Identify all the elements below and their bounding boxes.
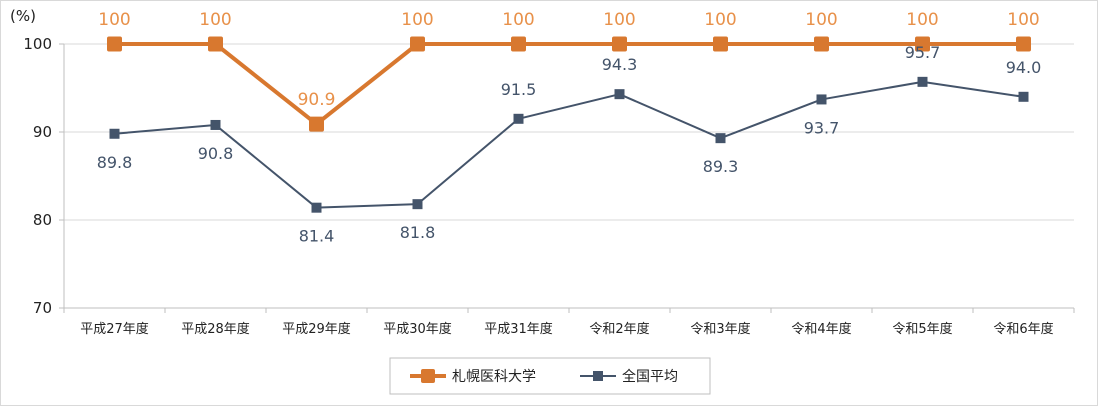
y-tick-label: 100 [23, 35, 52, 53]
data-point-sapporo [208, 36, 223, 52]
data-label-national: 94.0 [1006, 58, 1042, 77]
data-label-national: 93.7 [804, 118, 840, 137]
data-point-sapporo [107, 36, 122, 52]
data-label-national: 94.3 [602, 55, 638, 74]
y-axis-unit-label: (%) [10, 7, 36, 25]
data-label-sapporo: 100 [805, 10, 837, 30]
data-point-national [412, 199, 423, 210]
data-point-sapporo [713, 36, 728, 52]
data-point-sapporo [915, 36, 930, 52]
legend-label-national: 全国平均 [622, 368, 678, 385]
data-point-national [816, 94, 827, 105]
series-layer: 100 100 90.9 100 100 100 100 100 100 100 89.8 90.8 8… [97, 10, 1042, 246]
x-category-label: 平成28年度 [181, 321, 250, 337]
data-point-national [917, 76, 928, 87]
data-label-sapporo: 90.9 [298, 90, 336, 110]
data-point-sapporo [410, 36, 425, 52]
data-label-national: 91.5 [501, 80, 537, 99]
axes [59, 43, 1075, 313]
data-label-sapporo: 100 [98, 10, 130, 30]
data-label-sapporo: 100 [603, 10, 635, 30]
x-category-label: 平成30年度 [383, 321, 452, 337]
data-point-national [614, 89, 625, 100]
data-point-national [311, 202, 322, 213]
series-line-sapporo [114, 42, 1024, 127]
x-category-label: 令和6年度 [993, 321, 1053, 337]
legend: 札幌医科大学 全国平均 [389, 357, 711, 395]
data-point-national [1018, 91, 1029, 102]
series-line-national [114, 80, 1024, 209]
data-label-sapporo: 100 [704, 10, 736, 30]
y-axis-tick-labels: 100 90 80 70 [23, 35, 52, 317]
x-category-label: 平成29年度 [282, 321, 351, 337]
data-label-national: 89.3 [703, 157, 739, 176]
x-category-label: 令和2年度 [589, 321, 649, 337]
data-point-national [210, 119, 221, 130]
data-point-sapporo [612, 36, 627, 52]
legend-swatch-marker-b [593, 371, 603, 381]
y-tick-label: 90 [33, 123, 52, 141]
x-category-label: 平成31年度 [484, 321, 553, 337]
x-category-label: 平成27年度 [80, 321, 149, 337]
data-label-national: 90.8 [198, 144, 234, 163]
data-label-national: 81.8 [400, 223, 436, 242]
data-label-sapporo: 100 [502, 10, 534, 30]
x-category-label: 令和5年度 [892, 321, 952, 337]
data-point-sapporo [309, 116, 324, 132]
data-label-sapporo: 100 [199, 10, 231, 30]
data-point-national [513, 113, 524, 124]
gridlines [64, 43, 1074, 221]
y-tick-label: 70 [33, 299, 52, 317]
legend-swatch-marker-a [421, 369, 435, 383]
data-point-sapporo [511, 36, 526, 52]
y-tick-label: 80 [33, 211, 52, 229]
data-point-national [109, 128, 120, 139]
x-category-label: 令和4年度 [791, 321, 851, 337]
data-label-sapporo: 100 [906, 10, 938, 30]
data-point-sapporo [1016, 36, 1031, 52]
data-label-sapporo: 100 [401, 10, 433, 30]
data-point-national [715, 133, 726, 144]
data-label-national: 81.4 [299, 227, 335, 246]
data-label-national: 89.8 [97, 153, 133, 172]
data-label-national: 95.7 [905, 43, 941, 62]
x-axis-category-labels: 平成27年度 平成28年度 平成29年度 平成30年度 平成31年度 令和2年度 令和3年度… [80, 321, 1053, 337]
legend-label-sapporo: 札幌医科大学 [452, 369, 536, 385]
x-category-label: 令和3年度 [690, 321, 750, 337]
data-label-sapporo: 100 [1007, 10, 1039, 30]
data-point-sapporo [814, 36, 829, 52]
